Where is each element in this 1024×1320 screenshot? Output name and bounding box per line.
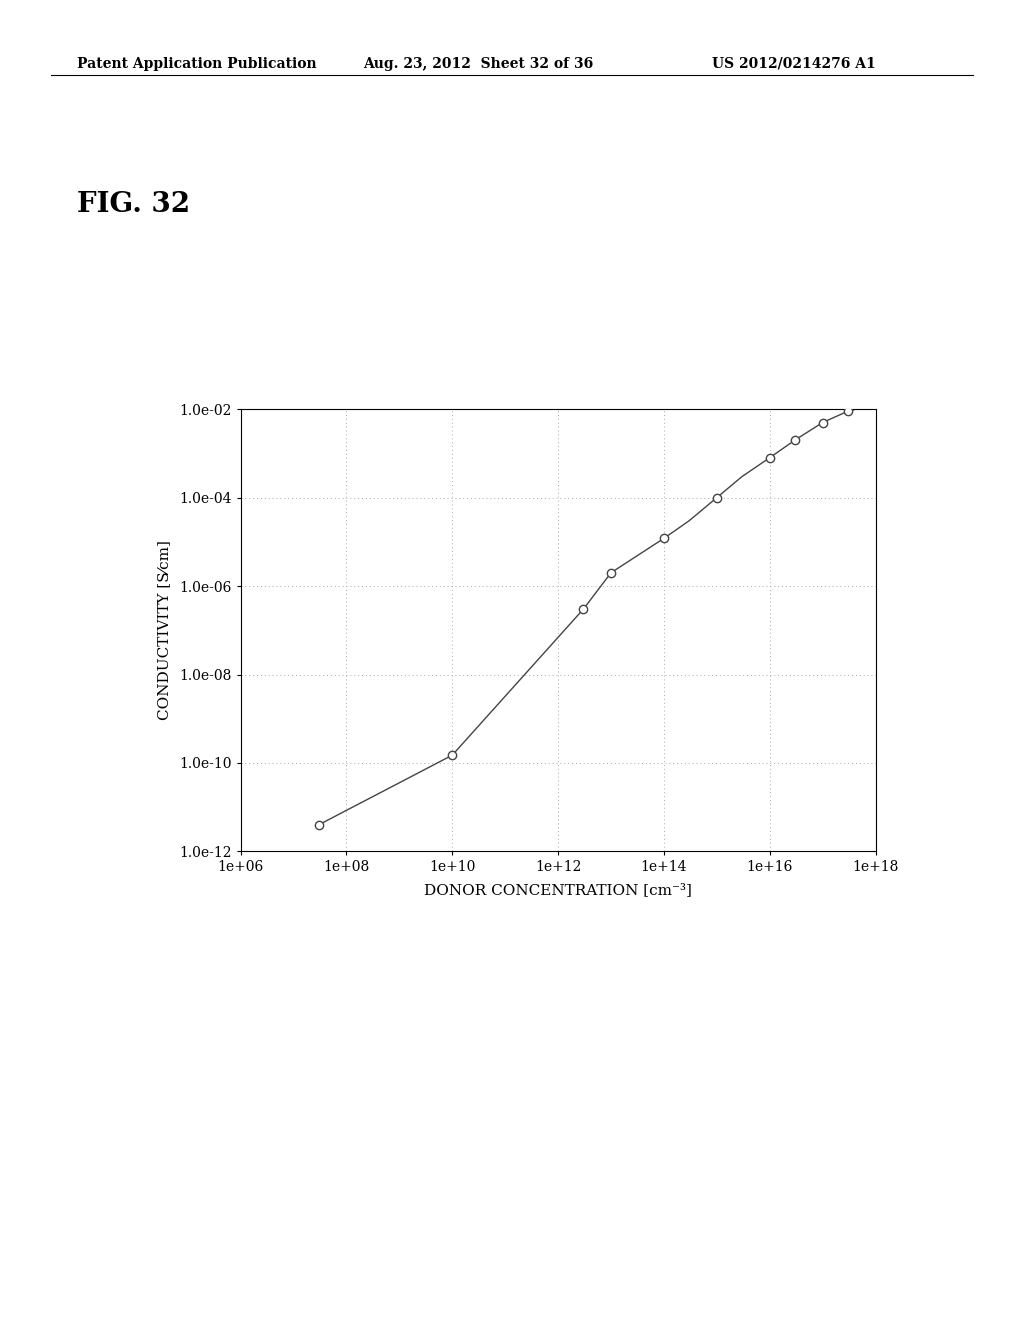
Text: US 2012/0214276 A1: US 2012/0214276 A1	[712, 57, 876, 71]
Text: Patent Application Publication: Patent Application Publication	[77, 57, 316, 71]
Y-axis label: CONDUCTIVITY [S⁄cm]: CONDUCTIVITY [S⁄cm]	[157, 540, 171, 721]
Text: Aug. 23, 2012  Sheet 32 of 36: Aug. 23, 2012 Sheet 32 of 36	[364, 57, 594, 71]
X-axis label: DONOR CONCENTRATION [cm⁻³]: DONOR CONCENTRATION [cm⁻³]	[424, 883, 692, 896]
Text: FIG. 32: FIG. 32	[77, 191, 189, 218]
